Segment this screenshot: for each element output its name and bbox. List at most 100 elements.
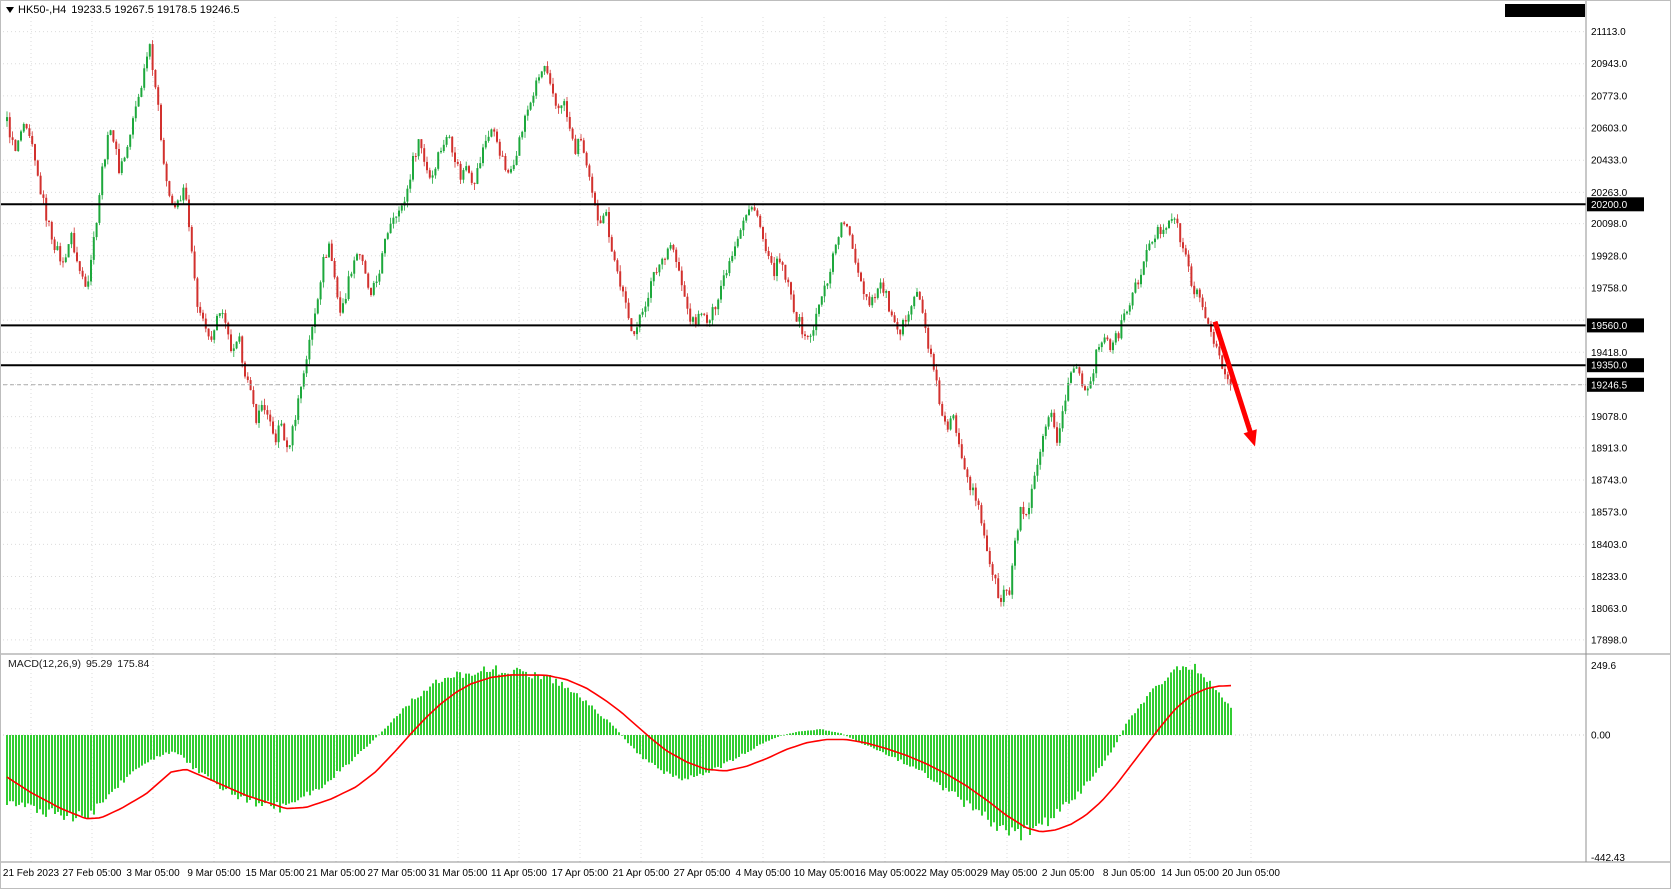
macd-histogram-bar [483, 666, 485, 735]
macd-histogram-bar [750, 735, 752, 751]
macd-histogram-bar [825, 730, 827, 735]
candle-body [580, 138, 582, 141]
macd-histogram-bar [1128, 719, 1130, 735]
time-axis[interactable]: 21 Feb 2023 27 Feb 05:00 3 Mar 05:00 9 Mar … [3, 868, 1280, 879]
candle-body [459, 163, 462, 180]
candle-body [1100, 342, 1103, 348]
macd-histogram-bar [960, 735, 962, 800]
candle-body [748, 209, 750, 216]
macd-scale-zero-label: 0.00 [1591, 731, 1611, 742]
candle-body [916, 291, 918, 297]
candle-body [792, 294, 795, 312]
macd-histogram-bar [321, 735, 323, 789]
macd-histogram-bar [327, 735, 329, 782]
macd-histogram-bar [1038, 735, 1040, 824]
candle-body [106, 135, 109, 160]
macd-histogram-bar [423, 690, 425, 735]
macd-histogram-bar [771, 735, 773, 740]
candle-body [291, 426, 294, 446]
trend-arrow[interactable] [1212, 320, 1257, 447]
candle-body [874, 297, 876, 299]
candle-body [90, 259, 92, 282]
macd-histogram-bar [36, 735, 38, 813]
macd-histogram-bar [114, 735, 116, 789]
symbol-name: HK50-,H4 [18, 4, 67, 16]
x-axis-label: 27 Apr 05:00 [674, 868, 731, 879]
candle-body [546, 66, 549, 74]
macd-histogram-bar [507, 673, 509, 735]
macd-histogram-bar [162, 735, 164, 755]
candle-body [1224, 368, 1226, 375]
candle-body [364, 261, 367, 274]
macd-histogram-bar [594, 709, 596, 735]
x-axis-label: 29 May 05:00 [977, 868, 1038, 879]
candle-body [372, 283, 375, 295]
macd-histogram-bar [93, 735, 95, 815]
macd-histogram-bar [1089, 735, 1091, 781]
macd-histogram-bar [1179, 670, 1181, 735]
trend-arrow-shaft[interactable] [1212, 320, 1255, 439]
candle-body [157, 87, 160, 105]
macd-histogram-bar [1200, 673, 1202, 735]
x-axis-label: 27 Feb 05:00 [63, 868, 122, 879]
macd-histogram-bar [522, 671, 524, 735]
macd-histogram-bar [372, 735, 374, 741]
candle-body [34, 144, 36, 161]
macd-histogram-bar [618, 732, 620, 735]
x-axis-label: 16 May 05:00 [855, 868, 916, 879]
macd-histogram-bar [1110, 735, 1112, 753]
candle-body [1229, 379, 1232, 385]
symbol-dropdown-icon[interactable] [6, 7, 14, 13]
candle-body [445, 137, 448, 145]
candle-body [1039, 451, 1042, 465]
candle-body [196, 278, 199, 307]
candle-body [1212, 332, 1215, 344]
candle-body [28, 128, 31, 136]
candle-body [31, 136, 34, 145]
price-tag [1587, 358, 1644, 373]
macd-histogram-bar [1158, 684, 1160, 735]
macd-histogram-bar [21, 735, 23, 803]
macd-histogram-bar [105, 735, 107, 800]
candle-body [963, 458, 966, 470]
candle-body [1221, 355, 1224, 369]
candle-body [137, 96, 140, 107]
candle-body [1084, 386, 1086, 391]
candle-body [868, 296, 871, 306]
candle-body [921, 299, 924, 313]
macd-histogram-bar [156, 735, 158, 757]
candle-body [512, 164, 515, 170]
candle-body [784, 264, 787, 280]
macd-histogram-bar [819, 729, 821, 735]
candle-body [1019, 507, 1022, 531]
macd-histogram-bar [306, 735, 308, 792]
price-axis[interactable]: 21113.0 20943.0 20773.0 20603.0 20433.0 20263… [1587, 27, 1644, 864]
macd-histogram-bar [723, 735, 725, 764]
candle-body [297, 398, 300, 420]
x-axis-label: 21 Apr 05:00 [613, 868, 670, 879]
candle-body [851, 234, 854, 249]
macd-histogram-bar [669, 735, 671, 774]
macd-histogram-bar [633, 735, 635, 749]
macd-histogram-bar [9, 735, 11, 802]
macd-histogram-bar [450, 678, 452, 735]
candle-body [232, 348, 235, 351]
candle-body [714, 307, 717, 310]
candle-body [624, 291, 627, 303]
candle-body [361, 254, 364, 262]
trend-arrow-head[interactable] [1243, 429, 1257, 447]
macd-histogram-bar [582, 701, 584, 735]
macd-histogram-bar [918, 735, 920, 770]
macd-histogram-bar [804, 730, 806, 735]
macd-histogram-bar [882, 735, 884, 753]
price-tag [1587, 197, 1644, 212]
candle-body [104, 159, 106, 167]
candle-body [946, 421, 949, 430]
y-axis-label: 18913.0 [1591, 443, 1628, 454]
candle-body [980, 505, 983, 524]
candle-body [843, 222, 846, 225]
candle-body [725, 273, 728, 276]
candle-body [549, 73, 552, 84]
candle-body [1176, 218, 1179, 224]
